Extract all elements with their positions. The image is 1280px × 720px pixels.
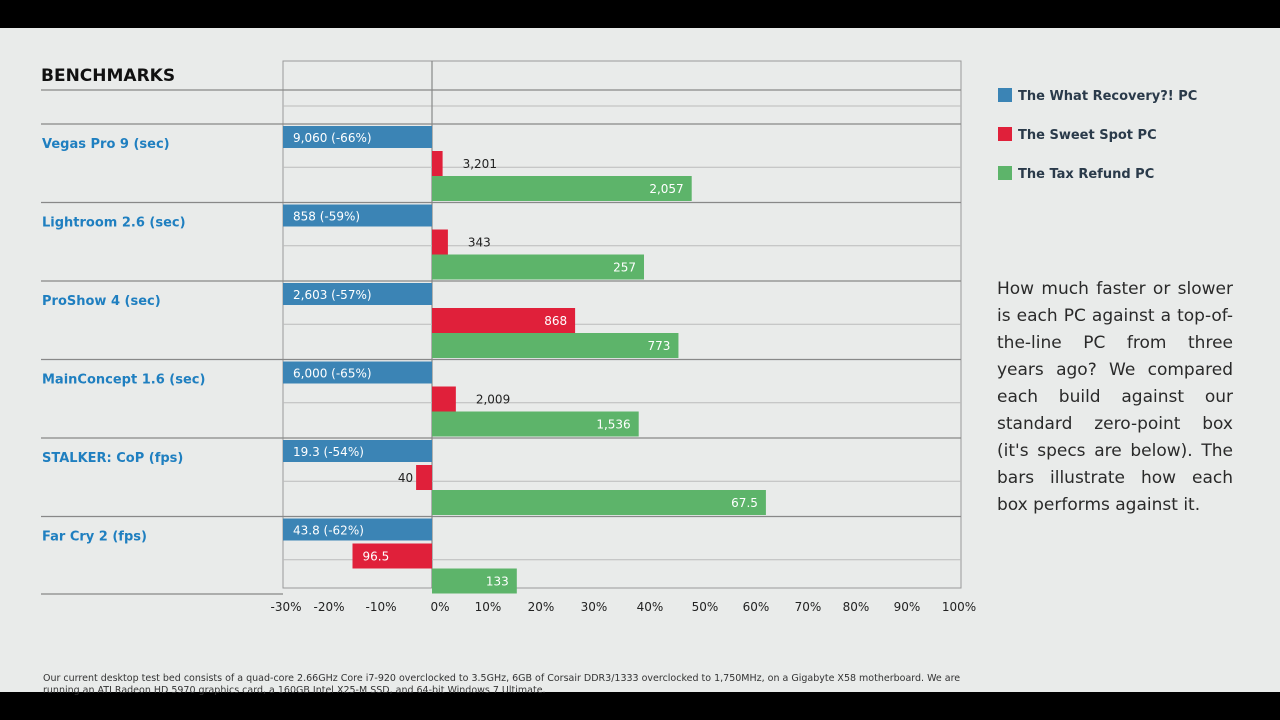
x-tick-label: 50% bbox=[692, 600, 719, 614]
x-tick-label: 10% bbox=[475, 600, 502, 614]
bar-what-recovery bbox=[283, 518, 432, 541]
chart-description: How much faster or slower is each PC aga… bbox=[997, 279, 1233, 515]
bar-label-sweet-spot: 3,201 bbox=[463, 157, 497, 171]
bar-sweet-spot bbox=[352, 543, 432, 569]
bar-sweet-spot bbox=[432, 151, 443, 176]
legend-swatch bbox=[998, 127, 1012, 141]
x-tick-label: -20% bbox=[313, 600, 344, 614]
bar-label-what-recovery: 43.8 (-62%) bbox=[293, 524, 364, 538]
category-label: MainConcept 1.6 (sec) bbox=[42, 373, 205, 388]
bar-label-sweet-spot: 96.5 bbox=[363, 550, 390, 564]
bar-sweet-spot bbox=[432, 386, 456, 412]
bar-label-tax-refund: 133 bbox=[486, 575, 509, 589]
x-tick-label: 40% bbox=[637, 600, 664, 614]
legend: The What Recovery?! PC The Sweet Spot PC T… bbox=[998, 88, 1197, 182]
bar-what-recovery bbox=[283, 440, 432, 462]
x-tick-label: 30% bbox=[581, 600, 608, 614]
category-label: Vegas Pro 9 (sec) bbox=[42, 137, 170, 152]
bar-what-recovery bbox=[283, 361, 432, 384]
bar-label-tax-refund: 1,536 bbox=[596, 418, 630, 432]
category-label: Lightroom 2.6 (sec) bbox=[42, 216, 186, 231]
bar-what-recovery bbox=[283, 204, 432, 227]
category-label: ProShow 4 (sec) bbox=[42, 294, 161, 309]
x-tick-label: -10% bbox=[365, 600, 396, 614]
category-labels: Vegas Pro 9 (sec) Lightroom 2.6 (sec) ProS… bbox=[42, 137, 205, 545]
legend-label: The Tax Refund PC bbox=[1018, 167, 1154, 182]
benchmark-chart: BENCHMARKS Vegas Pro 9 (sec) Lightroom 2.… bbox=[41, 60, 1197, 614]
bar-sweet-spot bbox=[432, 229, 448, 255]
test-bed-footnote: Our current desktop test bed consists of… bbox=[43, 673, 961, 696]
bar-tax-refund bbox=[432, 568, 517, 594]
bars-layer: 9,060 (-66%) 3,201 2,057 858 (-59%) 343 257 2,… bbox=[283, 126, 766, 594]
x-tick-label: 60% bbox=[743, 600, 770, 614]
bar-tax-refund bbox=[432, 176, 692, 201]
bar-label-sweet-spot: 868 bbox=[544, 314, 567, 328]
bar-label-sweet-spot: 2,009 bbox=[476, 393, 510, 407]
bar-label-sweet-spot: 40 bbox=[398, 471, 413, 485]
bar-label-tax-refund: 67.5 bbox=[731, 496, 758, 510]
chart-title: BENCHMARKS bbox=[41, 66, 175, 86]
legend-label: The Sweet Spot PC bbox=[1018, 128, 1157, 143]
bar-label-what-recovery: 2,603 (-57%) bbox=[293, 288, 372, 302]
category-label: STALKER: CoP (fps) bbox=[42, 451, 183, 466]
bar-tax-refund bbox=[432, 490, 766, 515]
bar-label-sweet-spot: 343 bbox=[468, 236, 491, 250]
grid-layer bbox=[41, 60, 962, 595]
bar-sweet-spot bbox=[432, 308, 576, 333]
legend-swatch bbox=[998, 88, 1012, 102]
x-tick-label: 20% bbox=[528, 600, 555, 614]
x-tick-label: -30% bbox=[270, 600, 301, 614]
bar-sweet-spot bbox=[416, 465, 432, 490]
bar-tax-refund bbox=[432, 254, 644, 280]
bar-what-recovery bbox=[283, 126, 432, 148]
bar-label-what-recovery: 858 (-59%) bbox=[293, 210, 360, 224]
magazine-page: BENCHMARKS Vegas Pro 9 (sec) Lightroom 2.… bbox=[0, 28, 1280, 696]
x-tick-label: 0% bbox=[430, 600, 449, 614]
bar-label-tax-refund: 257 bbox=[613, 261, 636, 275]
x-tick-label: 90% bbox=[894, 600, 921, 614]
legend-swatch bbox=[998, 166, 1012, 180]
bar-label-tax-refund: 773 bbox=[648, 339, 671, 353]
category-label: Far Cry 2 (fps) bbox=[42, 530, 147, 545]
bar-label-what-recovery: 6,000 (-65%) bbox=[293, 367, 372, 381]
bar-label-tax-refund: 2,057 bbox=[649, 182, 683, 196]
bar-tax-refund bbox=[432, 333, 679, 358]
x-tick-label: 70% bbox=[795, 600, 822, 614]
bar-tax-refund bbox=[432, 411, 639, 437]
bar-label-what-recovery: 9,060 (-66%) bbox=[293, 131, 372, 145]
x-axis-ticks: -30% -20% -10% 0% 10% 20% 30% 40% 50% 60% 70% 80% 90… bbox=[270, 600, 976, 614]
bar-label-what-recovery: 19.3 (-54%) bbox=[293, 445, 364, 459]
legend-label: The What Recovery?! PC bbox=[1018, 89, 1197, 104]
bar-what-recovery bbox=[283, 283, 432, 305]
x-tick-label: 100% bbox=[942, 600, 976, 614]
x-tick-label: 80% bbox=[843, 600, 870, 614]
